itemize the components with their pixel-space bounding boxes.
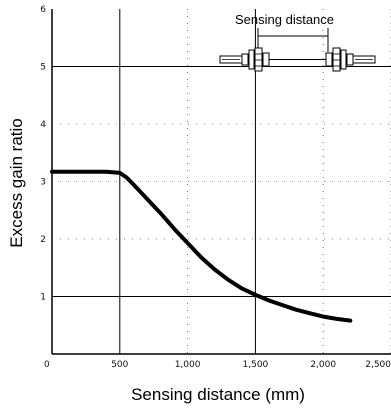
y-tick-label: 1 <box>40 293 46 303</box>
x-tick-label: 2,500 <box>365 360 391 370</box>
y-tick-label: 2 <box>40 235 46 245</box>
x-tick-label: 2,000 <box>310 360 336 370</box>
emitter-sensor-icon <box>219 47 270 72</box>
y-tick-label: 6 <box>40 5 46 15</box>
sensor-pair-illustration: Sensing distance <box>219 12 376 72</box>
y-tick-label: 3 <box>40 178 46 188</box>
y-tick-label: 5 <box>40 63 46 73</box>
x-tick-label: 0 <box>44 360 50 370</box>
plot-frame <box>51 9 391 355</box>
receiver-sensor-icon <box>325 47 376 72</box>
y-tick-label: 4 <box>40 120 46 130</box>
y-axis-title: Excess gain ratio <box>7 118 26 247</box>
x-axis-title: Sensing distance (mm) <box>131 385 305 404</box>
excess-gain-curve <box>50 169 353 323</box>
x-tick-label: 500 <box>111 360 128 370</box>
x-tick-labels: 0 500 1,000 1,500 2,000 2,500 <box>44 360 391 370</box>
x-tick-label: 1,000 <box>175 360 201 370</box>
sensing-distance-label: Sensing distance <box>235 12 334 27</box>
x-tick-label: 1,500 <box>243 360 269 370</box>
y-tick-labels: 1 2 3 4 5 6 <box>40 5 46 303</box>
